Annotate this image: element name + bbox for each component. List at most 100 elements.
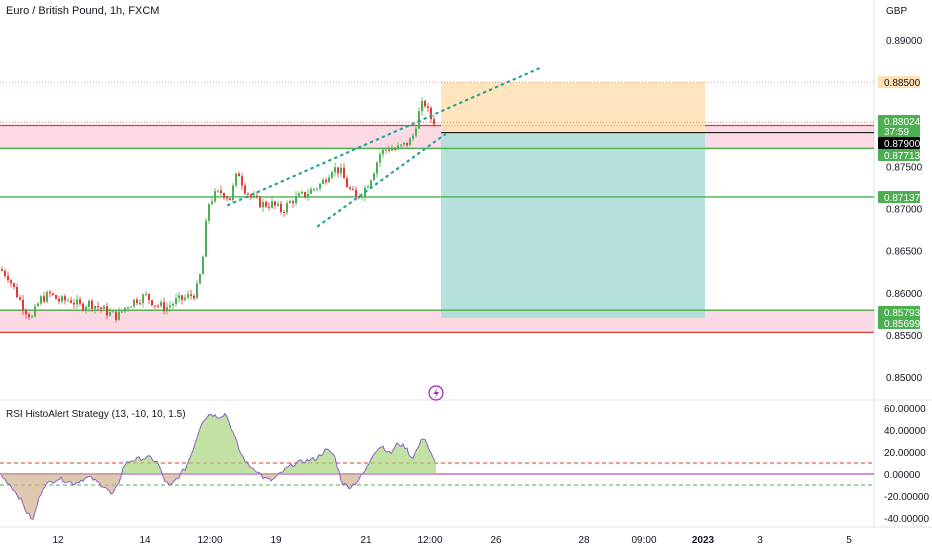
candle bbox=[190, 289, 192, 300]
candle bbox=[376, 160, 378, 178]
candle bbox=[205, 218, 207, 257]
candle bbox=[151, 299, 153, 307]
candle bbox=[73, 298, 75, 309]
time-tick-label: 12:00 bbox=[197, 535, 222, 546]
candle bbox=[331, 170, 333, 180]
candle bbox=[400, 144, 402, 148]
price-tick-label: 0.87000 bbox=[886, 205, 923, 216]
candle bbox=[283, 210, 285, 217]
candle bbox=[88, 299, 90, 312]
svg-text:0.88500: 0.88500 bbox=[884, 78, 921, 89]
candle bbox=[427, 102, 429, 113]
candle bbox=[100, 306, 102, 313]
candle bbox=[25, 308, 27, 320]
resistance-zone[interactable] bbox=[0, 125, 874, 149]
candle bbox=[112, 310, 114, 313]
svg-text:0.87900: 0.87900 bbox=[884, 139, 921, 150]
candle bbox=[358, 195, 360, 200]
candle bbox=[1, 266, 3, 272]
time-tick-label: 12 bbox=[52, 535, 64, 546]
candle bbox=[343, 163, 345, 179]
candle bbox=[7, 271, 9, 284]
price-tick-label: 0.87500 bbox=[886, 162, 923, 173]
candle bbox=[61, 294, 63, 304]
candle bbox=[178, 291, 180, 303]
candle bbox=[199, 273, 201, 285]
candle bbox=[310, 186, 312, 195]
candle bbox=[367, 184, 369, 189]
price-label-orange: 0.88500 bbox=[878, 76, 921, 89]
chart-title: Euro / British Pound, 1h, FXCM bbox=[6, 5, 159, 17]
candle bbox=[262, 199, 264, 213]
svg-text:0.85699: 0.85699 bbox=[884, 319, 921, 330]
candle bbox=[31, 314, 33, 319]
candle bbox=[409, 136, 411, 146]
price-label-green: 0.87137 bbox=[878, 190, 921, 204]
time-tick-label: 14 bbox=[139, 535, 151, 546]
trendline-1[interactable] bbox=[226, 65, 544, 207]
candle bbox=[385, 148, 387, 154]
candle bbox=[319, 182, 321, 192]
position-target-area[interactable] bbox=[441, 82, 705, 133]
candle bbox=[412, 133, 414, 142]
candle bbox=[379, 151, 381, 168]
time-axis[interactable]: 12 14 12:00 19 21 12:00 26 28 09:00 2023 3 5 bbox=[52, 535, 852, 546]
candle bbox=[406, 142, 408, 148]
candle bbox=[58, 295, 60, 305]
candle bbox=[79, 296, 81, 307]
candle bbox=[313, 188, 315, 192]
candle bbox=[274, 200, 276, 210]
trendline-2[interactable] bbox=[316, 133, 447, 228]
candle bbox=[397, 142, 399, 151]
time-tick-label: 3 bbox=[757, 535, 763, 546]
candle bbox=[364, 185, 366, 202]
candle bbox=[193, 293, 195, 301]
price-label-green: 0.85793 bbox=[878, 306, 921, 319]
indicator-tick-label: -40.00000 bbox=[884, 514, 929, 525]
time-tick-label: 19 bbox=[270, 535, 282, 546]
candle bbox=[229, 198, 231, 201]
trendlines-layer[interactable] bbox=[226, 65, 544, 228]
candle bbox=[13, 282, 15, 290]
candle bbox=[268, 201, 270, 211]
position-tool[interactable] bbox=[441, 82, 874, 319]
candle bbox=[361, 195, 363, 201]
candle bbox=[421, 96, 423, 116]
zones-layer bbox=[0, 124, 874, 333]
candle bbox=[217, 189, 219, 193]
candle bbox=[259, 195, 261, 208]
candle bbox=[202, 255, 204, 275]
price-tick-label: 0.86500 bbox=[886, 247, 923, 258]
candle bbox=[34, 303, 36, 318]
price-axis[interactable]: 0.89000 0.87500 0.87000 0.86500 0.86000 0.855… bbox=[886, 36, 923, 384]
candle bbox=[169, 300, 171, 312]
time-tick-label: 5 bbox=[846, 535, 852, 546]
candle bbox=[46, 289, 48, 303]
indicator-tick-label: -20.00000 bbox=[884, 492, 929, 503]
candle bbox=[154, 305, 156, 309]
candle bbox=[232, 183, 234, 203]
candle bbox=[349, 185, 351, 191]
candle bbox=[226, 195, 228, 201]
support-zone[interactable] bbox=[0, 310, 874, 333]
candle bbox=[223, 192, 225, 200]
candle bbox=[220, 185, 222, 196]
candle bbox=[418, 107, 420, 129]
candle bbox=[19, 294, 21, 301]
lightning-icon[interactable] bbox=[428, 385, 444, 401]
candle bbox=[127, 306, 129, 312]
indicator-title: RSI HistoAlert Strategy (13, -10, 10, 1.… bbox=[6, 409, 186, 420]
candle bbox=[298, 191, 300, 197]
candle bbox=[175, 293, 177, 307]
candle bbox=[37, 301, 39, 307]
position-stop-area[interactable] bbox=[441, 132, 705, 319]
candle bbox=[136, 297, 138, 306]
candle bbox=[271, 197, 273, 210]
candle bbox=[289, 199, 291, 204]
candle bbox=[52, 292, 54, 297]
candle bbox=[394, 146, 396, 151]
candle bbox=[208, 203, 210, 225]
candle bbox=[91, 298, 93, 312]
